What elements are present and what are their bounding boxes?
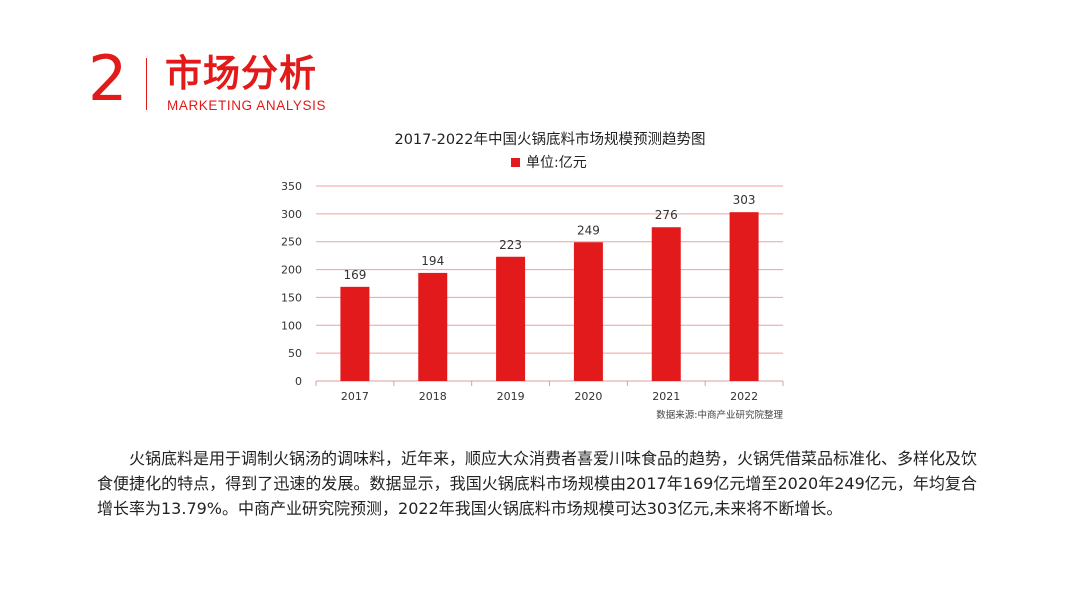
y-tick-label: 100 xyxy=(281,319,302,332)
legend-label: 单位:亿元 xyxy=(526,155,587,171)
x-tick-label: 2021 xyxy=(652,390,680,403)
x-tick-label: 2018 xyxy=(419,390,447,403)
y-tick-label: 350 xyxy=(281,180,302,193)
y-tick-label: 150 xyxy=(281,291,302,304)
bar xyxy=(573,242,603,381)
chart-source-note: 数据来源:中商产业研究院整理 xyxy=(656,410,783,421)
chart-legend: 单位:亿元 xyxy=(511,152,587,172)
y-tick-label: 0 xyxy=(295,375,302,388)
bar-chart: 0 50 100 150 200 250 300 350 169 2017 194 2018 223 20… xyxy=(281,180,784,403)
x-tick-label: 2019 xyxy=(497,390,525,403)
y-tick-label: 250 xyxy=(281,236,302,249)
y-tick-label: 50 xyxy=(288,347,302,360)
x-tick-label: 2017 xyxy=(341,390,369,403)
bar xyxy=(651,227,681,381)
bar xyxy=(418,272,448,381)
data-label: 223 xyxy=(499,238,522,252)
section-title: 市场分析 xyxy=(165,52,317,95)
legend-swatch xyxy=(511,157,520,167)
section-number: 2 xyxy=(88,42,128,115)
bar xyxy=(496,256,526,381)
x-tick-label: 2020 xyxy=(574,390,602,403)
data-label: 303 xyxy=(733,193,756,207)
header-divider xyxy=(146,58,147,110)
data-label: 169 xyxy=(343,268,366,282)
data-label: 194 xyxy=(421,254,444,268)
bar xyxy=(729,212,759,381)
y-tick-label: 200 xyxy=(281,264,302,277)
data-label: 276 xyxy=(655,208,678,222)
chart-title: 2017-2022年中国火锅底料市场规模预测趋势图 xyxy=(394,132,706,148)
data-label: 249 xyxy=(577,223,600,237)
x-tick-label: 2022 xyxy=(730,390,758,403)
body-paragraph: 火锅底料是用于调制火锅汤的调味料，近年来，顺应大众消费者喜爱川味食品的趋势，火锅… xyxy=(97,449,978,518)
bar xyxy=(340,286,370,381)
section-subtitle: MARKETING ANALYSIS xyxy=(167,98,327,113)
y-tick-label: 300 xyxy=(281,208,302,221)
